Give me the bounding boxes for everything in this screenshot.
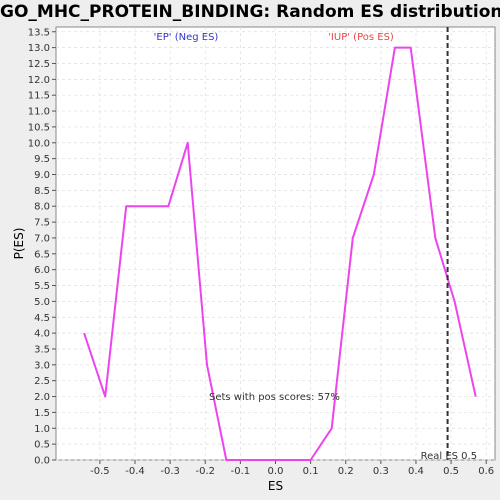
series-line xyxy=(83,46,477,461)
grid-lines xyxy=(56,27,495,461)
y-tick-label: 9.5 xyxy=(34,154,50,165)
y-tick-label: 3.5 xyxy=(34,344,50,355)
y-tick-label: 2.5 xyxy=(34,376,50,387)
x-axis-ticks: -0.5 -0.4 -0.3 -0.2 -0.1 0.0 0.1 0.2 0.3 0.4 0.5 0.… xyxy=(90,460,494,477)
y-tick-label: 6.0 xyxy=(34,265,50,276)
y-tick-label: 0.5 xyxy=(34,440,50,451)
y-tick-label: 12.0 xyxy=(28,75,50,86)
x-tick-label: -0.5 xyxy=(90,466,110,477)
series-layer xyxy=(83,46,477,461)
x-tick-label: -0.2 xyxy=(196,466,216,477)
y-tick-label: 3.0 xyxy=(34,360,50,371)
sets-pos-scores-text: Sets with pos scores: 57% xyxy=(209,392,340,403)
x-tick-label: 0.2 xyxy=(338,466,354,477)
y-tick-label: 1.5 xyxy=(34,408,50,419)
y-tick-label: 10.5 xyxy=(28,122,50,133)
y-tick-label: 5.0 xyxy=(34,297,50,308)
x-tick-label: 0.1 xyxy=(303,466,319,477)
y-tick-label: 10.0 xyxy=(28,138,50,149)
x-tick-label: 0.3 xyxy=(373,466,389,477)
y-axis-ticks: 0.0 0.5 1.0 1.5 2.0 2.5 3.0 3.5 4.0 4.5 5.0 5.5 6.0 6… xyxy=(28,27,56,467)
chart-title: GO_MHC_PROTEIN_BINDING: Random ES distri… xyxy=(0,2,500,22)
y-tick-label: 4.5 xyxy=(34,313,50,324)
x-tick-label: -0.1 xyxy=(231,466,251,477)
y-tick-label: 0.0 xyxy=(34,456,50,467)
neg-es-label: 'EP' (Neg ES) xyxy=(154,32,219,43)
y-tick-label: 13.5 xyxy=(28,27,50,38)
y-tick-label: 9.0 xyxy=(34,170,50,181)
pos-es-label: 'IUP' (Pos ES) xyxy=(328,32,394,43)
x-tick-label: 0.0 xyxy=(268,466,284,477)
y-tick-label: 8.5 xyxy=(34,186,50,197)
y-tick-label: 7.5 xyxy=(34,218,50,229)
x-tick-label: -0.4 xyxy=(125,466,145,477)
x-tick-label: 0.5 xyxy=(443,466,459,477)
x-tick-label: 0.4 xyxy=(408,466,424,477)
y-tick-label: 13.0 xyxy=(28,43,50,54)
x-tick-label: 0.6 xyxy=(478,466,494,477)
x-axis-label: ES xyxy=(268,479,283,493)
y-tick-label: 8.0 xyxy=(34,202,50,213)
y-tick-label: 12.5 xyxy=(28,59,50,70)
x-tick-label: -0.3 xyxy=(160,466,180,477)
y-tick-label: 7.0 xyxy=(34,233,50,244)
real-es-label: Real ES 0.5 xyxy=(421,451,477,462)
y-tick-label: 2.0 xyxy=(34,392,50,403)
y-tick-label: 11.5 xyxy=(28,91,50,102)
y-tick-label: 1.0 xyxy=(34,424,50,435)
y-tick-label: 6.5 xyxy=(34,249,50,260)
y-tick-label: 11.0 xyxy=(28,107,50,118)
y-tick-label: 4.0 xyxy=(34,329,50,340)
y-tick-label: 5.5 xyxy=(34,281,50,292)
y-axis-label: P(ES) xyxy=(12,228,26,260)
